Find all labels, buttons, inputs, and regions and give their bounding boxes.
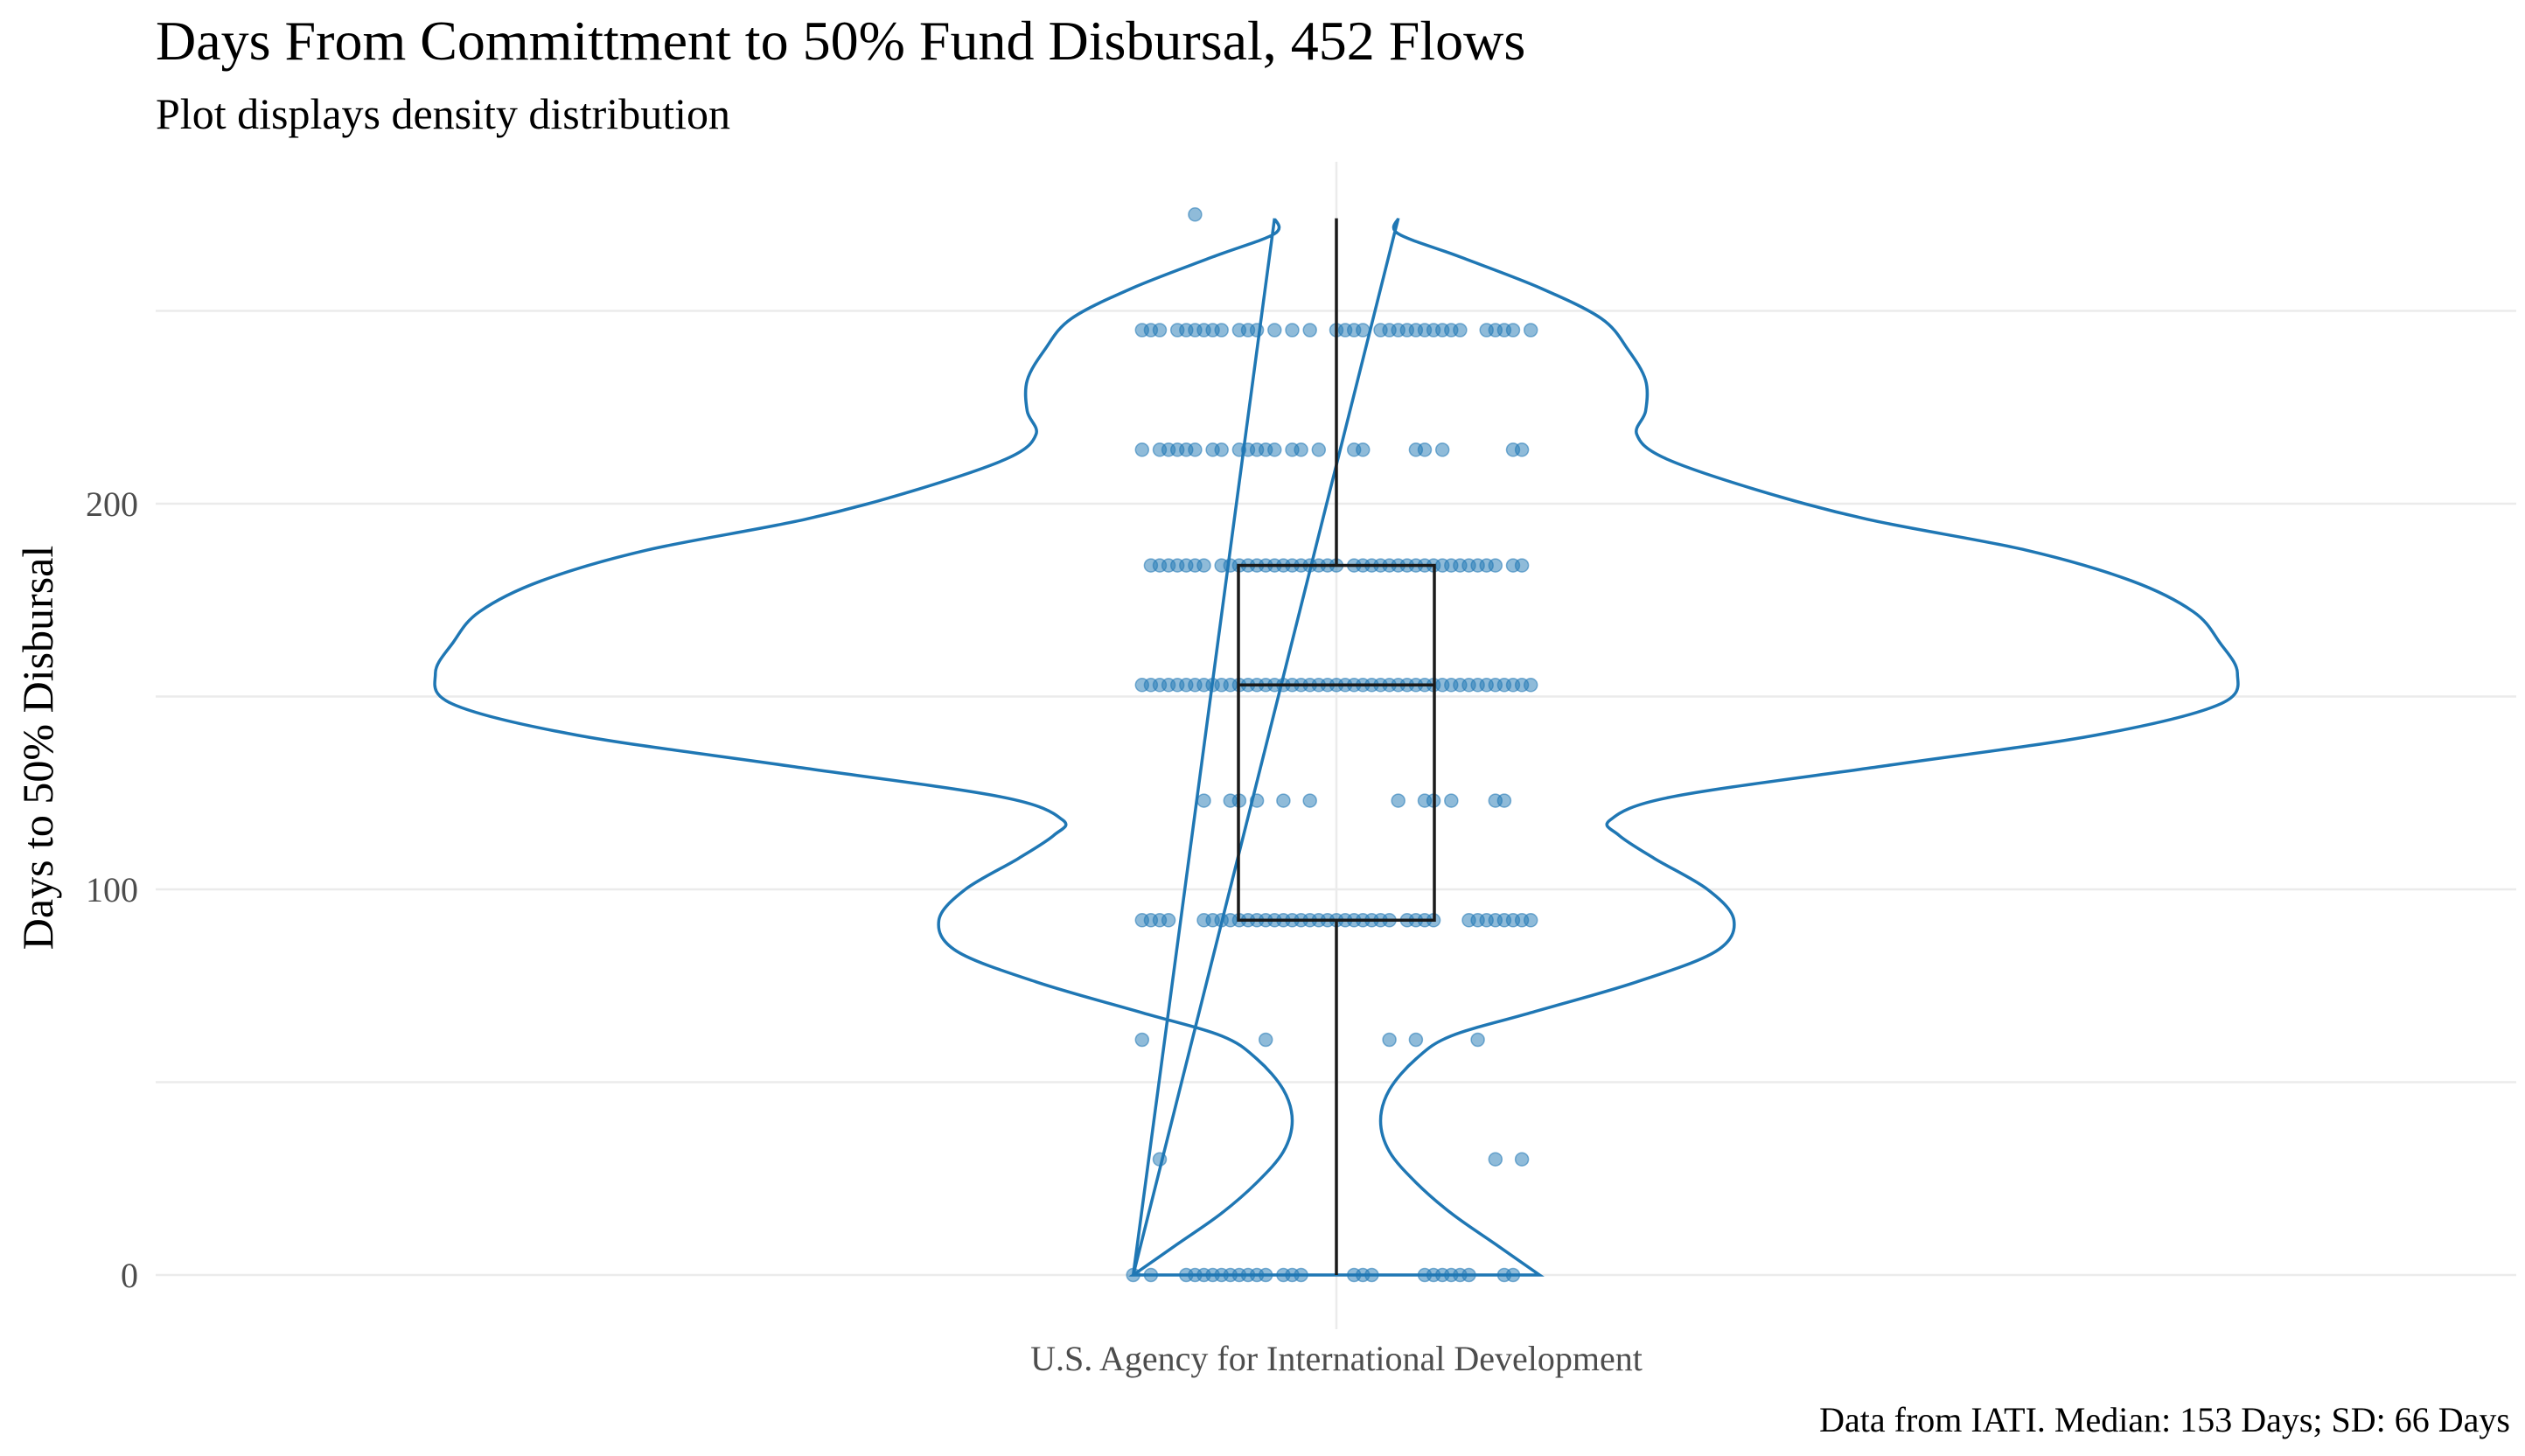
data-point — [1488, 558, 1503, 573]
data-point — [1434, 442, 1450, 457]
data-point — [1444, 793, 1459, 808]
y-tick-label: 0 — [121, 1256, 138, 1295]
data-point — [1285, 323, 1300, 338]
box-iqr — [1237, 563, 1436, 923]
data-point — [1382, 1032, 1397, 1048]
data-point — [1152, 1152, 1168, 1167]
data-point — [1505, 323, 1521, 338]
data-point — [1453, 323, 1468, 338]
data-point — [1302, 793, 1317, 808]
data-point — [1196, 793, 1211, 808]
data-point — [1523, 323, 1538, 338]
data-point — [1267, 323, 1282, 338]
data-point — [1461, 1267, 1476, 1283]
data-point — [1294, 442, 1308, 457]
data-point — [1514, 558, 1530, 573]
violin-layer — [433, 218, 2240, 1277]
data-point — [1505, 1267, 1521, 1283]
data-point — [1214, 442, 1229, 457]
data-point — [1249, 793, 1265, 808]
data-point — [1249, 323, 1265, 338]
data-point — [1391, 793, 1405, 808]
data-point — [1311, 442, 1327, 457]
data-point — [1356, 323, 1371, 338]
data-point — [1143, 1267, 1159, 1283]
violin-outline — [433, 218, 2240, 1277]
chart-caption: Data from IATI. Median: 153 Days; SD: 66… — [1819, 1400, 2510, 1439]
data-point — [1258, 1267, 1273, 1283]
data-point — [1161, 913, 1176, 928]
data-point — [1126, 1267, 1140, 1283]
data-point — [1214, 323, 1229, 338]
jitter-points — [1126, 207, 1538, 1283]
data-point — [1134, 442, 1150, 457]
data-point — [1134, 1032, 1150, 1048]
data-point — [1356, 442, 1371, 457]
data-point — [1188, 442, 1203, 457]
data-point — [1294, 1267, 1308, 1283]
data-point — [1514, 442, 1530, 457]
data-point — [1523, 678, 1538, 693]
data-point — [1152, 323, 1168, 338]
data-point — [1488, 1152, 1503, 1167]
data-point — [1514, 1152, 1530, 1167]
boxplot — [1237, 218, 1436, 1275]
x-tick-label: U.S. Agency for International Developmen… — [1030, 1339, 1643, 1378]
data-point — [1496, 793, 1512, 808]
data-point — [1523, 913, 1538, 928]
data-point — [1196, 558, 1211, 573]
data-point — [1276, 793, 1291, 808]
data-point — [1408, 1032, 1424, 1048]
y-tick-label: 100 — [86, 870, 138, 909]
chart-subtitle: Plot displays density distribution — [156, 89, 730, 138]
data-point — [1188, 207, 1203, 222]
data-point — [1302, 323, 1317, 338]
data-point — [1417, 442, 1433, 457]
data-point — [1364, 1267, 1379, 1283]
chart-title: Days From Committment to 50% Fund Disbur… — [156, 10, 1525, 72]
y-axis-ticks: 0 100 200 — [86, 484, 138, 1295]
data-point — [1470, 1032, 1485, 1048]
data-point — [1267, 442, 1282, 457]
data-point — [1258, 1032, 1273, 1048]
y-axis-title: Days to 50% Disbursal — [13, 546, 62, 950]
y-tick-label: 200 — [86, 484, 138, 524]
